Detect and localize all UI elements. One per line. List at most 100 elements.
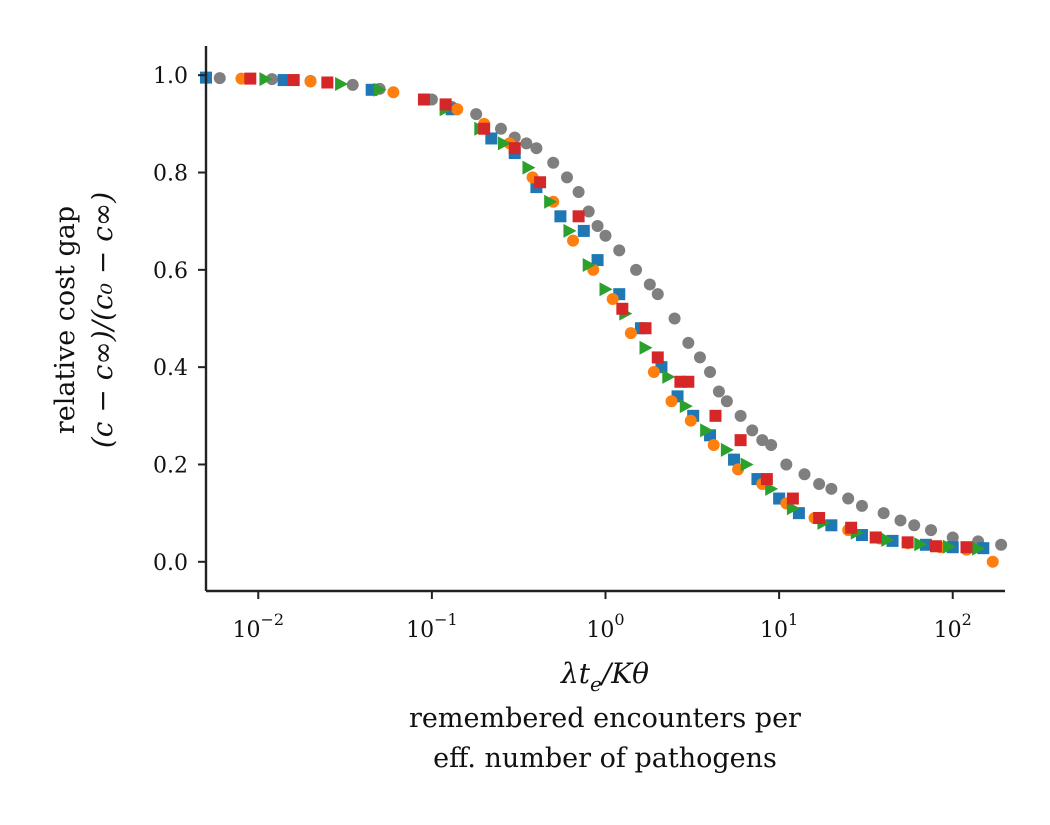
data-point [643,278,656,291]
data-point [780,458,793,471]
x-axis-label-part-ktheta: /Kθ [599,657,649,690]
data-point [845,521,858,534]
data-point [813,512,826,525]
data-point [792,507,805,520]
data-point [894,514,907,527]
x-tick-label-exponent: −1 [434,610,458,629]
data-point [946,531,959,544]
data-point [960,541,973,554]
data-point [734,409,747,422]
data-point [712,385,725,398]
data-point [914,537,928,552]
x-axis-label-line-1: remembered encounters per [409,703,801,734]
data-point [929,540,942,553]
data-point [478,122,491,135]
x-axis-label-part-lambda-t: λt [560,657,591,690]
data-point [508,142,521,155]
data-point [842,492,855,505]
data-point [567,234,580,247]
data-point [720,442,734,457]
data-point [373,82,387,97]
data-point [572,210,585,223]
data-point [497,136,511,151]
data-point [682,336,695,349]
data-point [825,482,838,495]
data-point [662,369,676,384]
data-point [616,302,629,315]
data-point [387,86,400,99]
x-tick-label-base: 10 [406,618,434,643]
data-point [277,74,290,87]
data-point [734,434,747,447]
y-axis-label-line-2: (c − c∞)/(c₀ − c∞) [86,192,119,448]
data-point [613,244,626,257]
data-point [651,288,664,301]
data-point [530,142,543,155]
y-tick-label: 0.0 [153,551,188,576]
y-axis-ticks: 0.0 0.2 0.4 0.6 0.8 1.0 [153,64,206,576]
data-point [582,205,595,218]
x-axis-label-subscript-e: e [590,672,602,696]
data-point [520,137,533,150]
data-point [287,74,300,87]
data-point [995,538,1008,551]
data-point [470,108,483,121]
x-tick-label: 10−1 [406,610,458,643]
data-point [709,409,722,422]
x-tick-label-base: 10 [232,618,260,643]
data-point [682,375,695,388]
data-point [740,457,754,472]
y-axis-label: relative cost gap (c − c∞)/(c₀ − c∞) [50,192,119,448]
data-point [786,492,799,505]
x-tick-label-exponent: 0 [614,610,624,629]
data-point [554,210,567,223]
data-point [765,439,778,452]
data-point [534,176,547,189]
data-point [756,434,769,447]
data-point [704,366,717,379]
y-axis-label-line-1: relative cost gap [50,206,81,434]
x-tick-label-base: 10 [586,618,614,643]
data-point [639,322,652,335]
data-point [599,229,612,242]
x-axis-label-line-2: eff. number of pathogens [433,743,777,774]
data-point [942,539,956,554]
x-axis-ticks: 10−2 10−1 100 101 102 [232,591,972,643]
data-point [563,223,577,238]
data-point [679,399,693,414]
data-point [869,531,882,544]
data-point [451,103,464,116]
data-point [547,156,560,169]
data-point [901,536,914,549]
x-tick-label: 102 [934,610,972,643]
data-point [786,501,800,516]
x-tick-label-base: 10 [934,618,962,643]
data-point [700,423,714,438]
data-point [439,98,452,111]
data-point [668,312,681,325]
data-point [693,351,706,364]
data-point [591,220,604,233]
data-point [582,257,596,272]
data-point [798,468,811,481]
data-point [346,78,359,91]
data-point [647,366,660,379]
data-point [684,414,697,427]
x-tick-label: 100 [586,610,624,643]
data-point [986,555,999,568]
data-point [244,72,257,85]
data-point [213,72,226,85]
data-point [606,293,619,306]
data-point [522,160,536,175]
data-point [925,524,938,537]
data-point [494,122,507,135]
data-point [259,72,273,87]
x-tick-label-exponent: −2 [260,610,284,629]
data-point [544,194,558,209]
data-point [972,541,986,556]
data-point [760,473,773,486]
data-point [665,395,678,408]
data-point [881,532,895,547]
